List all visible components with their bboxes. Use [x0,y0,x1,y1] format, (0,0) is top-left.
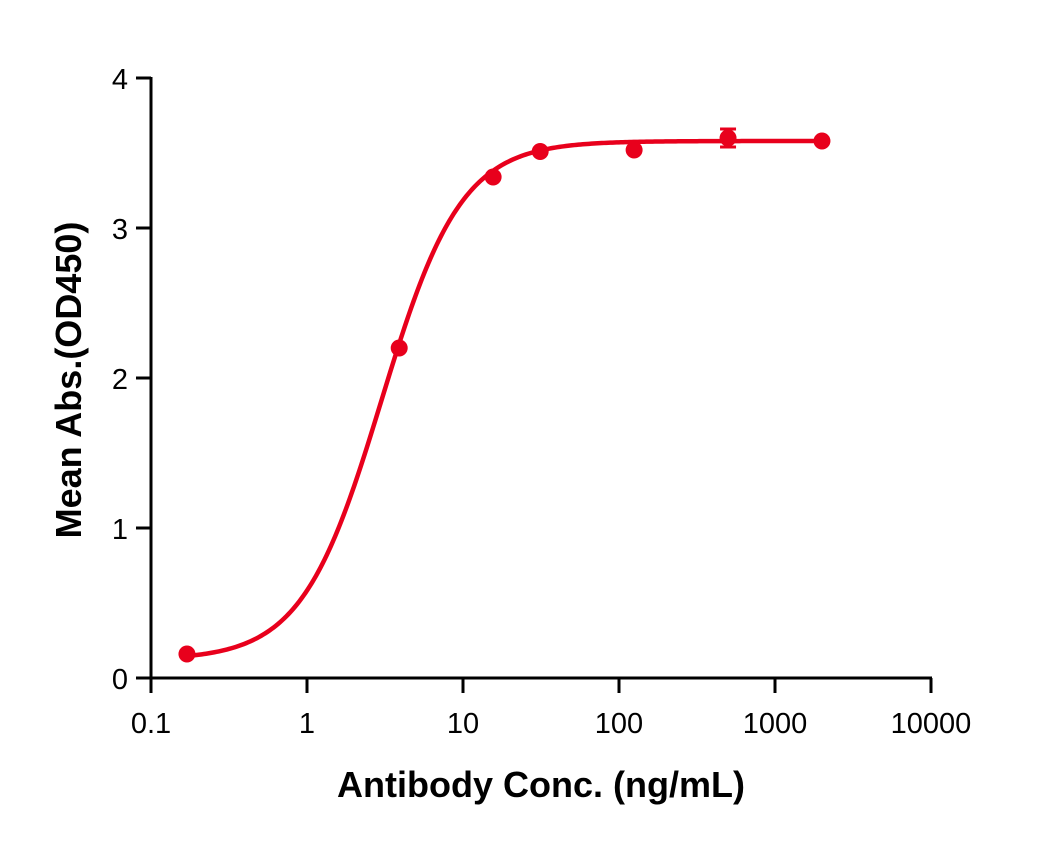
data-point [719,129,737,147]
y-axis-title: Mean Abs.(OD450) [48,222,89,539]
y-tick-label: 3 [112,214,128,246]
y-tick-label: 2 [112,364,128,396]
data-point [178,645,196,663]
x-tick-label: 0.1 [131,708,171,740]
data-point [531,143,549,160]
x-axis-title: Antibody Conc. (ng/mL) [337,764,745,805]
data-point [390,339,408,357]
data-point [813,132,831,150]
y-axis: 0 1 2 3 4 [112,64,153,696]
x-axis: 0.1 1 10 100 1000 10000 [131,676,972,740]
data-point [484,168,502,186]
y-tick-label: 4 [112,64,128,96]
x-tick-label: 1 [299,708,315,740]
fit-curve [186,138,822,659]
data-points [178,127,831,663]
x-tick-label: 10000 [891,708,972,740]
x-tick-label: 100 [595,708,643,740]
x-tick-label: 1000 [743,708,808,740]
data-point [625,141,643,159]
y-tick-label: 1 [112,514,128,546]
x-tick-label: 10 [447,708,479,740]
y-tick-label: 0 [112,664,128,696]
